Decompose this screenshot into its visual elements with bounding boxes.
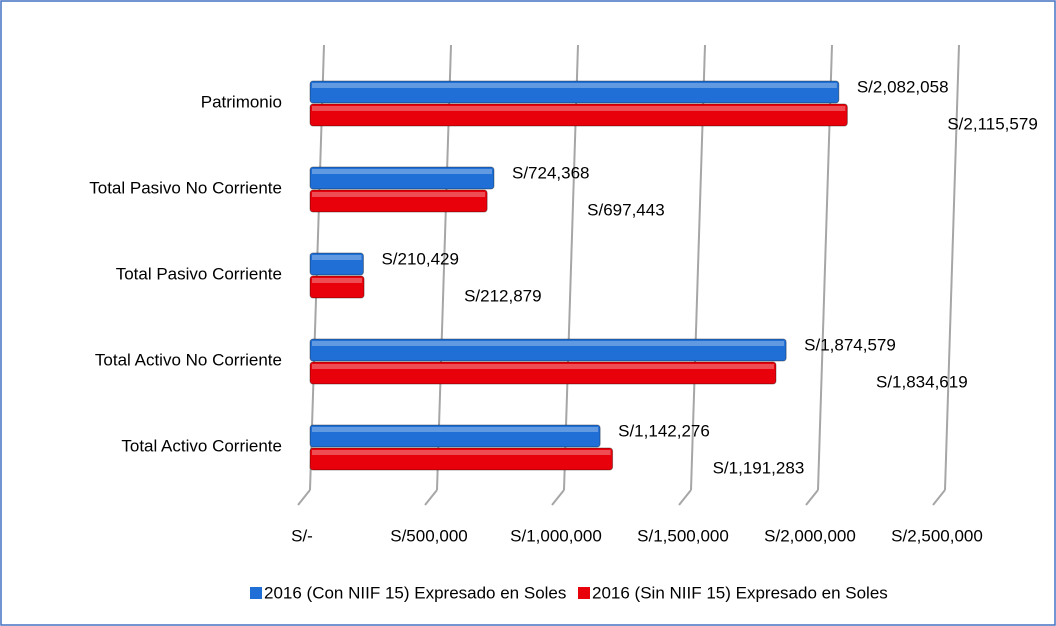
bar (309, 361, 777, 385)
data-label: S/1,142,276 (618, 421, 710, 440)
y-tick-label: Total Pasivo Corriente (116, 264, 282, 283)
grid-line (678, 489, 692, 506)
data-label: S/210,429 (381, 249, 459, 268)
legend-swatch (250, 587, 262, 599)
data-label: S/2,115,579 (947, 114, 1037, 133)
x-tick-label: S/2,000,000 (764, 526, 856, 545)
y-tick-label: Total Activo No Corriente (95, 350, 282, 369)
bar-highlight (312, 106, 846, 111)
bar (309, 189, 488, 213)
bar (309, 252, 364, 276)
data-label: S/1,874,579 (804, 335, 896, 354)
bar (309, 80, 840, 104)
legend-label: 2016 (Sin NIIF 15) Expresado en Soles (592, 583, 888, 602)
x-tick-label: S/1,000,000 (510, 526, 602, 545)
grid-line (551, 489, 565, 506)
data-label: S/1,191,283 (713, 458, 805, 477)
grid-line (932, 489, 946, 506)
x-tick-label: S/- (291, 526, 313, 545)
bar (309, 447, 614, 471)
bar-highlight (312, 169, 492, 174)
data-label: S/212,879 (464, 286, 542, 305)
legend-swatch (578, 587, 590, 599)
data-label: S/697,443 (587, 200, 665, 219)
bar-highlight (312, 450, 611, 455)
bar (309, 275, 365, 299)
x-tick-label: S/2,500,000 (891, 526, 983, 545)
bar (309, 338, 787, 362)
bar-highlight (312, 364, 774, 369)
x-tick-label: S/1,500,000 (637, 526, 729, 545)
data-label: S/2,082,058 (857, 77, 949, 96)
bar-highlight (312, 192, 486, 197)
bar-highlight (312, 427, 599, 432)
bar-highlight (312, 341, 785, 346)
bar-highlight (312, 83, 837, 88)
grid-line (297, 489, 311, 506)
data-label: S/724,368 (512, 163, 590, 182)
y-tick-label: Patrimonio (201, 92, 282, 111)
bar-highlight (312, 255, 362, 260)
bar (309, 424, 601, 448)
legend-label: 2016 (Con NIIF 15) Expresado en Soles (264, 583, 566, 602)
grid-line (944, 44, 960, 491)
x-tick-label: S/500,000 (390, 526, 468, 545)
grid-line (805, 489, 819, 506)
grid-line (424, 489, 438, 506)
data-label: S/1,834,619 (876, 372, 968, 391)
y-tick-label: Total Pasivo No Corriente (89, 178, 282, 197)
bar (309, 166, 495, 190)
bar-highlight (312, 278, 363, 283)
y-tick-label: Total Activo Corriente (121, 436, 282, 455)
bar (309, 103, 848, 127)
